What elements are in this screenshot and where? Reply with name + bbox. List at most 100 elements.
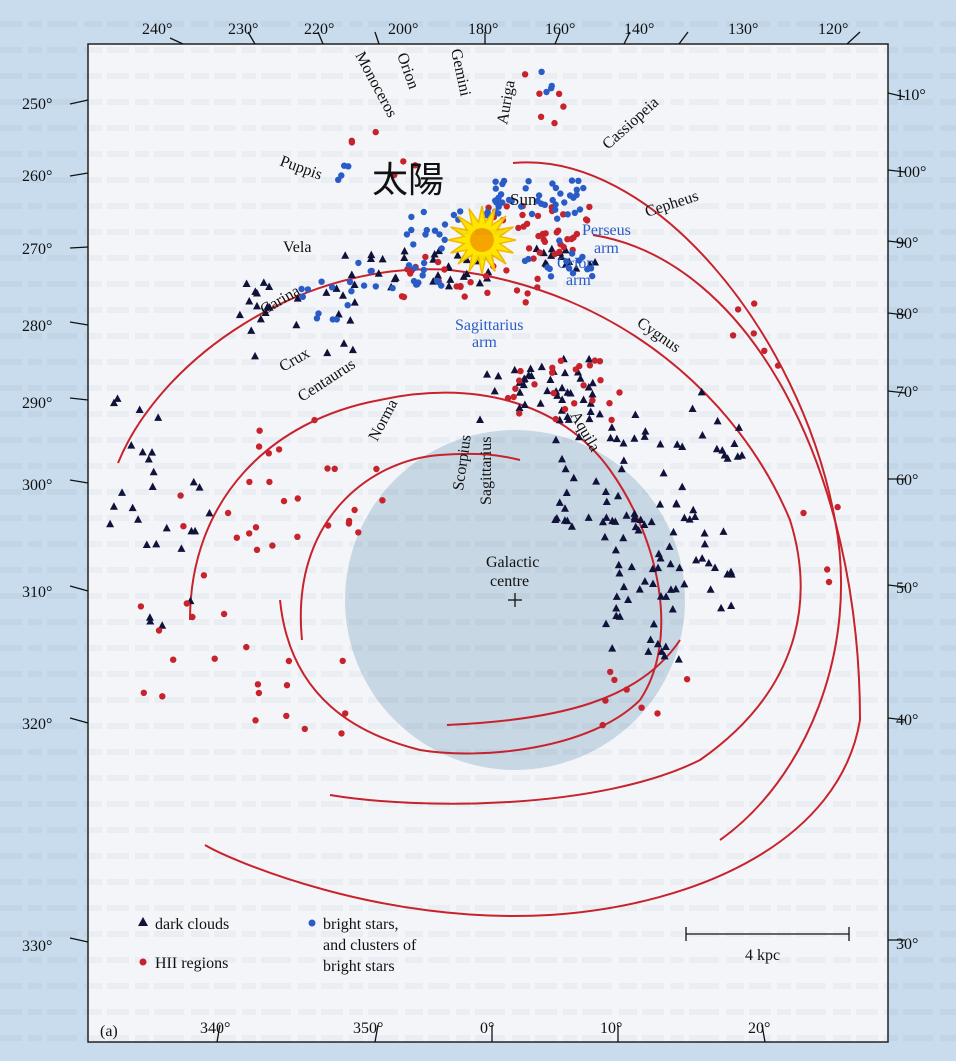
bright-star-marker (552, 206, 559, 213)
dark-cloud-marker (602, 497, 611, 506)
hii-region-marker (252, 524, 260, 531)
hii-region-marker (177, 492, 184, 499)
bright-star-marker (557, 190, 564, 197)
legend-dark-cloud-marker (138, 917, 148, 926)
dark-cloud-marker (630, 434, 639, 442)
hii-region-marker (599, 721, 606, 729)
dark-cloud-marker (600, 532, 609, 541)
dark-cloud-marker (526, 364, 535, 373)
bright-star-marker (368, 267, 375, 275)
dark-cloud-marker (601, 487, 610, 496)
hii-region-marker (434, 258, 442, 266)
hii-region-marker (159, 693, 166, 700)
bright-star-marker (298, 285, 305, 293)
dark-cloud-marker (235, 310, 244, 319)
dark-cloud-marker (259, 278, 268, 286)
bright-star-marker (518, 203, 525, 210)
hii-region-marker (256, 427, 263, 434)
dark-cloud-marker (261, 308, 270, 317)
bright-star-marker (420, 266, 427, 274)
hii-region-marker (252, 717, 259, 724)
dark-cloud-marker (566, 388, 575, 397)
left-tick-270: 270° (22, 241, 52, 258)
hii-region-marker (597, 377, 604, 384)
legend-bright-stars-2: and clusters of (323, 937, 417, 954)
hii-region-marker (503, 203, 510, 210)
hii-region-marker (520, 223, 527, 230)
hii-region-marker (372, 128, 379, 136)
hii-region-marker (586, 362, 594, 369)
dark-cloud-marker (619, 456, 628, 464)
hii-region-marker (606, 400, 613, 407)
dark-cloud-marker (630, 509, 639, 517)
dark-cloud-marker (647, 517, 656, 526)
hii-region-marker (513, 287, 521, 294)
dark-cloud-marker (292, 320, 301, 329)
sagittarius-arm-label: Sagittarius (455, 317, 523, 334)
hii-region-marker (729, 332, 737, 339)
bright-star-marker (508, 198, 515, 205)
dark-cloud-marker (483, 370, 492, 378)
top-tick-140: 140° (624, 21, 654, 38)
dark-cloud-marker (576, 374, 585, 382)
dark-cloud-marker (585, 414, 594, 423)
bright-star-marker (329, 316, 336, 323)
hii-region-marker (189, 613, 196, 621)
dark-cloud-marker (149, 467, 158, 476)
arm-cassiopeia-cepheus (512, 161, 843, 841)
hii-region-marker (557, 357, 565, 364)
hii-region-marker (324, 522, 332, 529)
hii-region-marker (461, 293, 468, 300)
hii-region-marker (398, 293, 406, 300)
bright-star-marker (525, 178, 532, 185)
hii-region-marker (654, 710, 661, 717)
bright-star-marker (318, 278, 325, 285)
hii-region-marker (517, 367, 524, 375)
left-tick-250: 250° (22, 96, 52, 113)
dark-cloud-marker (322, 288, 331, 296)
dark-cloud-marker (719, 527, 728, 535)
dark-cloud-marker (640, 432, 649, 440)
bright-star-marker (575, 177, 582, 184)
dark-cloud-marker (348, 345, 357, 354)
dark-cloud-marker (475, 278, 484, 287)
dark-cloud-marker (673, 440, 682, 448)
dark-cloud-marker (127, 441, 136, 449)
bright-star-marker (492, 185, 499, 192)
hii-region-marker (246, 478, 253, 486)
dark-cloud-marker (606, 433, 615, 442)
bright-star-marker (525, 255, 532, 263)
bright-star-marker (573, 186, 580, 193)
hii-region-marker (355, 529, 362, 536)
dark-cloud-marker (659, 468, 668, 477)
dark-cloud-marker (560, 368, 569, 377)
dark-cloud-marker (602, 513, 611, 521)
hii-region-marker (570, 234, 577, 241)
dark-cloud-marker (649, 579, 658, 587)
orion-arm-label: Orion (557, 255, 594, 272)
dark-cloud-marker (323, 348, 332, 357)
dark-cloud-marker (718, 446, 727, 454)
right-tick-90: 90° (896, 235, 918, 252)
scale-bar (685, 927, 850, 941)
dark-cloud-marker (706, 585, 715, 593)
dark-cloud-marker (698, 554, 707, 562)
dark-cloud-marker (446, 275, 455, 283)
dark-cloud-marker (205, 508, 214, 517)
dark-cloud-marker (134, 515, 143, 523)
hii-region-marker (233, 534, 240, 541)
left-tick-310: 310° (22, 584, 52, 601)
dark-cloud-marker (520, 400, 529, 409)
hii-region-marker (550, 389, 557, 397)
dark-cloud-marker (145, 613, 154, 621)
dark-cloud-marker (612, 611, 621, 620)
legend: dark clouds HII regions bright stars, an… (138, 916, 417, 975)
hii-region-marker (269, 542, 276, 549)
dark-cloud-marker (584, 383, 593, 391)
dark-cloud-marker (614, 560, 623, 569)
dark-cloud-marker (515, 388, 524, 396)
bright-star-marker (441, 221, 449, 228)
dark-cloud-marker (678, 482, 687, 491)
hii-region-marker (137, 603, 145, 610)
